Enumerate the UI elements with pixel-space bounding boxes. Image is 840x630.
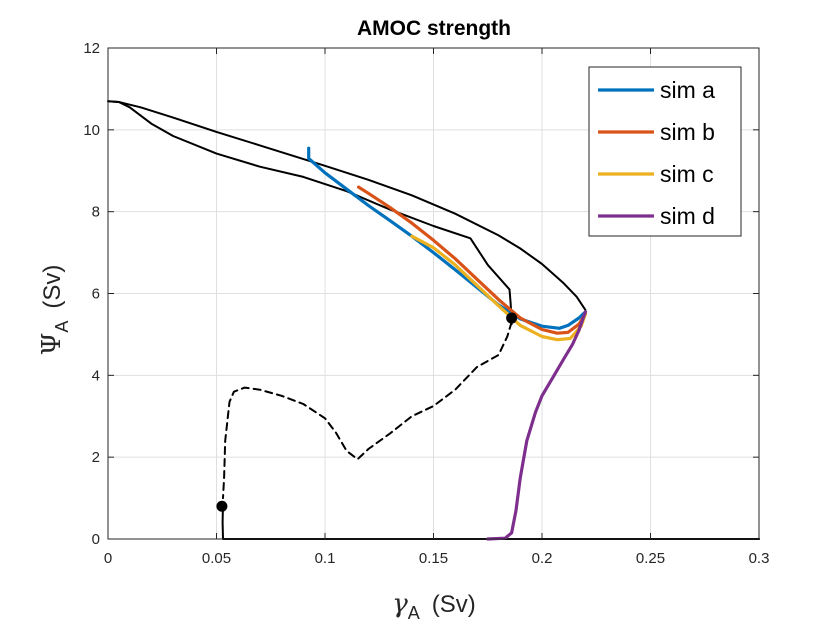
- legend-box: [588, 66, 742, 237]
- x-tick-label: 0.25: [636, 550, 665, 567]
- x-tick-label: 0: [104, 550, 112, 567]
- x-tick-label: 0.15: [419, 550, 448, 567]
- series-line-sim-c: [410, 234, 588, 342]
- dashed-reference-curve: [222, 321, 513, 500]
- marker-points: [216, 312, 518, 512]
- y-tick-label: 10: [83, 122, 100, 139]
- legend-entry-label: sim c: [660, 161, 714, 187]
- marker-point: [216, 500, 228, 512]
- x-tick-label: 0.2: [532, 550, 553, 567]
- y-tick-label: 0: [92, 531, 100, 548]
- x-axis-symbol: γ: [392, 589, 408, 619]
- marker-point: [506, 312, 518, 324]
- series-line-sim-a: [307, 146, 588, 330]
- y-tick-label: 6: [92, 286, 100, 303]
- y-axis-symbol: Ψ: [37, 333, 67, 356]
- legend-entry-label: sim a: [660, 77, 715, 103]
- y-axis-label: ΨA (Sv): [37, 265, 72, 356]
- chart-title: AMOC strength: [357, 17, 511, 40]
- y-tick-label: 8: [92, 204, 100, 221]
- legend-entry-label: sim d: [660, 203, 715, 229]
- x-axis-label: γA (Sv): [392, 589, 476, 623]
- x-tick-label: 0.3: [749, 550, 770, 567]
- y-axis-ticks: 0 2 4 6 8 10 12: [83, 40, 759, 548]
- legend: sim a sim b sim c sim d: [588, 66, 742, 237]
- x-axis-subscript: A: [408, 603, 420, 623]
- series-line-sim-d: [486, 310, 588, 541]
- series-lines: [307, 146, 588, 541]
- y-tick-label: 2: [92, 449, 100, 466]
- y-axis-subscript: A: [52, 321, 72, 333]
- x-tick-label: 0.05: [202, 550, 231, 567]
- x-axis-unit: (Sv): [432, 591, 476, 618]
- x-axis-ticks: 0 0.05 0.1 0.15 0.2 0.25 0.3: [104, 48, 770, 567]
- legend-entry-label: sim b: [660, 119, 715, 145]
- x-tick-label: 0.1: [315, 550, 336, 567]
- solid-reference-curve: [107, 100, 587, 311]
- y-tick-label: 12: [83, 40, 100, 57]
- series-line-sim-b: [357, 185, 588, 335]
- y-axis-unit: (Sv): [39, 265, 66, 309]
- y-tick-label: 4: [92, 367, 100, 384]
